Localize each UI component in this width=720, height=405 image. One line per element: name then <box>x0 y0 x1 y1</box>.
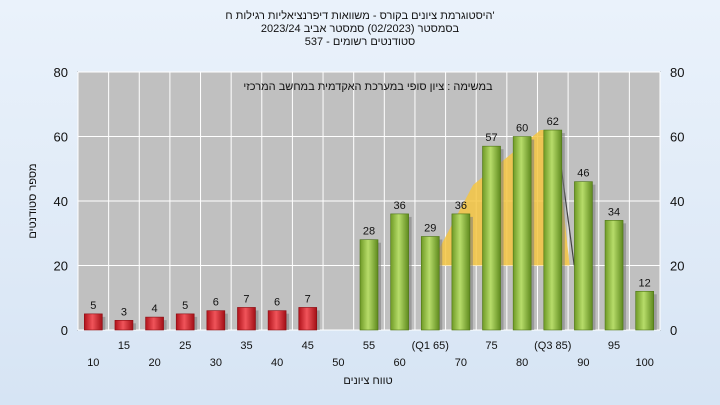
x-tick-label: 35 <box>240 340 252 352</box>
x-tick-label: 70 <box>455 357 467 369</box>
bar-fail <box>237 307 256 331</box>
bar-pass <box>635 290 654 331</box>
y-tick-label-right: 80 <box>670 65 684 80</box>
x-tick-label: 80 <box>516 357 528 369</box>
bar-value-label: 12 <box>639 277 651 289</box>
bar-value-label: 62 <box>547 116 559 128</box>
y-tick-label-right: 60 <box>670 130 684 145</box>
bar-value-label: 7 <box>305 293 311 305</box>
y-tick-label-left: 0 <box>61 323 68 338</box>
y-tick-label-right: 40 <box>670 194 684 209</box>
bar-value-label: 4 <box>152 303 158 315</box>
bar-fail <box>114 320 134 331</box>
x-tick-label: 60 <box>394 357 406 369</box>
bar-fail <box>84 313 103 331</box>
bar-value-label: 46 <box>577 168 589 180</box>
bar-value-label: 36 <box>394 200 406 212</box>
title-line-1: היסטוגרמת ציונים בקורס - משוואות דיפרנצי… <box>225 10 495 22</box>
y-tick-label-left: 60 <box>54 130 68 145</box>
bar-value-label: 28 <box>363 226 375 238</box>
bar-fail <box>206 310 226 331</box>
y-tick-label-left: 40 <box>54 194 68 209</box>
y-tick-label-right: 0 <box>670 323 677 338</box>
bar-value-label: 60 <box>516 123 528 135</box>
x-tick-label: 100 <box>636 357 654 369</box>
bar-pass <box>574 181 593 331</box>
bar-fail <box>145 316 164 331</box>
y-axis-label: מספר סטודנטים <box>27 163 39 238</box>
bar-value-label: 7 <box>243 293 249 305</box>
bar-pass <box>512 136 532 331</box>
y-tick-label-right: 20 <box>670 259 684 274</box>
bar-pass <box>451 213 471 331</box>
x-tick-label: 75 <box>485 340 497 352</box>
bar-pass <box>482 145 501 331</box>
y-tick-label-left: 80 <box>54 65 68 80</box>
x-tick-label: 10 <box>87 357 99 369</box>
x-tick-label: 30 <box>210 357 222 369</box>
bar-value-label: 57 <box>485 132 497 144</box>
x-tick-label: 20 <box>148 357 160 369</box>
bar-fail <box>267 310 287 331</box>
bar-pass <box>543 129 563 331</box>
bar-value-label: 34 <box>608 206 620 218</box>
x-tick-label: 50 <box>332 357 344 369</box>
title-line-2: בסמסטר (02/2023) סמסטר אביב 2023/24 <box>260 23 460 35</box>
title-line-3: 537 - סטודנטים רשומים <box>304 36 416 48</box>
chart-title: היסטוגרמת ציונים בקורס - משוואות דיפרנצי… <box>0 10 720 49</box>
x-tick-label: 40 <box>271 357 283 369</box>
x-tick-label: 15 <box>118 340 130 352</box>
bar-value-label: 5 <box>90 300 96 312</box>
bar-value-label: 5 <box>182 300 188 312</box>
bar-value-label: 36 <box>455 200 467 212</box>
x-tick-label: 45 <box>302 340 314 352</box>
x-tick-label: 95 <box>608 340 620 352</box>
x-tick-label: 25 <box>179 340 191 352</box>
bar-value-label: 29 <box>424 222 436 234</box>
bar-pass <box>359 239 379 331</box>
chart-annotation: במשימה : ציון סופי במערכת האקדמית במחשב … <box>243 81 493 93</box>
bar-value-label: 6 <box>274 297 280 309</box>
bar-fail <box>298 307 318 331</box>
x-tick-label: (Q1 65) <box>412 340 449 352</box>
y-tick-label-left: 20 <box>54 259 68 274</box>
x-tick-label: 90 <box>577 357 589 369</box>
x-tick-label: 55 <box>363 340 375 352</box>
bar-value-label: 3 <box>121 306 127 318</box>
bar-pass <box>390 213 409 331</box>
bar-fail <box>175 313 195 331</box>
x-axis-label: טווח ציונים <box>343 375 392 387</box>
x-tick-label: (Q3 85) <box>534 340 571 352</box>
bar-value-label: 6 <box>213 297 219 309</box>
bar-pass <box>420 236 440 331</box>
bar-pass <box>604 220 624 331</box>
